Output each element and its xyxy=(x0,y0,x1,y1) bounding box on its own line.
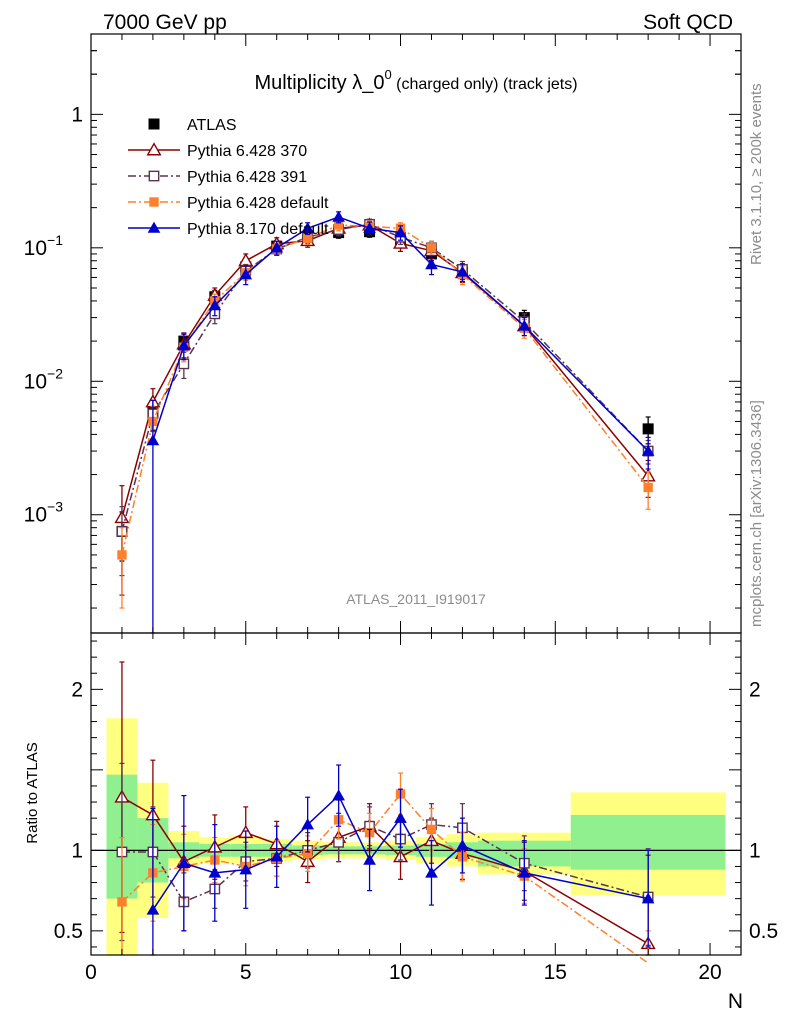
data-point xyxy=(239,863,253,875)
y-tick-base: 10 xyxy=(24,370,47,393)
y-tick-base: 10 xyxy=(24,504,47,527)
main-title-suffix: (charged only) (track jets) xyxy=(392,76,578,93)
x-tick-label: 0 xyxy=(85,961,97,984)
legend-label: Pythia 6.428 391 xyxy=(187,169,307,186)
data-point xyxy=(208,866,222,878)
data-point xyxy=(239,268,253,280)
data-point xyxy=(177,339,191,351)
data-point xyxy=(425,866,438,878)
series-pythia-6-428-370 xyxy=(114,217,656,596)
data-point xyxy=(426,824,437,835)
y-tick-label: 1 xyxy=(71,103,83,126)
data-point xyxy=(426,243,437,253)
main-title: Multiplicity λ_00 (charged only) (track … xyxy=(254,67,577,94)
y-tick-base: 10 xyxy=(24,237,47,260)
header-right-label: Soft QCD xyxy=(643,11,733,34)
data-point xyxy=(518,866,531,878)
data-point xyxy=(177,856,191,868)
data-point xyxy=(332,789,345,801)
data-point xyxy=(456,265,469,277)
rivet-version-label: Rivet 3.1.10, ≥ 200k events xyxy=(748,83,765,265)
data-point xyxy=(208,299,222,311)
data-point xyxy=(302,233,313,243)
data-point xyxy=(146,434,160,446)
legend-item-atlas: ATLAS xyxy=(148,117,237,134)
series-pythia-6-428-391 xyxy=(116,218,654,577)
data-point xyxy=(117,550,127,560)
x-tick-label: 20 xyxy=(698,961,721,984)
data-point xyxy=(518,319,531,331)
plot-frame xyxy=(90,632,742,956)
watermark-label: ATLAS_2011_I919017 xyxy=(346,591,486,607)
data-point xyxy=(642,423,654,435)
legend-item-pythia-6-428-default: Pythia 6.428 default xyxy=(128,195,329,212)
mcplots-label: mcplots.cern.ch [arXiv:1306.3436] xyxy=(748,400,765,627)
data-point xyxy=(643,482,653,493)
header-left-label: 7000 GeV pp xyxy=(103,11,227,34)
y-tick-label-right: 1 xyxy=(749,839,761,862)
legend-item-pythia-6-428-391: Pythia 6.428 391 xyxy=(128,169,307,186)
series-atlas xyxy=(116,226,654,562)
series-pythia-6-428-default xyxy=(117,219,653,609)
x-tick-label: 5 xyxy=(240,961,252,984)
series-line xyxy=(121,224,649,556)
data-point xyxy=(425,258,438,270)
series-line xyxy=(121,796,649,945)
data-point xyxy=(641,892,655,904)
data-point xyxy=(146,903,160,915)
legend-marker xyxy=(148,170,160,182)
series-pythia-8-170-default xyxy=(146,210,655,634)
main-title-superscript: 0 xyxy=(384,67,391,82)
data-point xyxy=(270,850,284,862)
legend-marker xyxy=(149,197,159,207)
legend-marker xyxy=(146,142,162,156)
y-tick-exponent: −3 xyxy=(47,499,63,515)
y-tick-label: 10−3 xyxy=(24,499,64,527)
series-line xyxy=(121,792,649,964)
y-tick-label: 10−2 xyxy=(24,365,64,393)
y-tick-label-right: 0.5 xyxy=(749,920,778,943)
data-point xyxy=(270,241,284,253)
legend: ATLAS Pythia 6.428 370 Pythia 6.428 391 Pyt… xyxy=(128,117,329,238)
y-tick-label: 1 xyxy=(71,839,83,862)
legend-item-pythia-6-428-370: Pythia 6.428 370 xyxy=(128,142,307,160)
data-point xyxy=(394,226,407,238)
data-point xyxy=(117,897,127,907)
main-title-text: Multiplicity λ_0 xyxy=(254,72,384,94)
x-tick-label: 10 xyxy=(389,961,412,984)
legend-label: Pythia 6.428 default xyxy=(187,195,329,212)
y-tick-label: 0.5 xyxy=(54,920,83,943)
data-point xyxy=(301,221,314,234)
series-line xyxy=(152,216,649,452)
ratio-ylabel: Ratio to ATLAS xyxy=(24,742,41,843)
legend-label: Pythia 8.170 default xyxy=(187,221,329,238)
data-point xyxy=(302,848,313,859)
data-point xyxy=(238,253,254,267)
series-line xyxy=(121,223,649,532)
legend-label: Pythia 6.428 370 xyxy=(187,143,307,160)
data-point xyxy=(333,220,344,230)
data-point xyxy=(301,818,314,830)
y-tick-exponent: −1 xyxy=(47,232,63,248)
data-point xyxy=(332,210,345,222)
data-point xyxy=(456,839,469,851)
y-tick-label-right: 2 xyxy=(749,678,761,701)
main-panel: ATLAS_2011_I919017 110−110−210−3 Multipl… xyxy=(24,33,742,634)
data-point xyxy=(394,811,407,823)
y-tick-exponent: −2 xyxy=(47,365,63,381)
data-point xyxy=(363,221,376,234)
legend-label: ATLAS xyxy=(187,117,237,134)
legend-marker xyxy=(147,221,161,233)
x-tick-label: 15 xyxy=(544,961,567,984)
x-axis-label: N xyxy=(728,990,743,1013)
legend-item-pythia-8-170-default: Pythia 8.170 default xyxy=(128,221,329,238)
series-pythia-8-170-default xyxy=(146,764,655,956)
legend-marker xyxy=(148,118,160,130)
y-tick-label: 10−1 xyxy=(24,232,64,260)
y-tick-label: 2 xyxy=(71,678,83,701)
data-point xyxy=(363,853,376,865)
data-point xyxy=(641,444,655,456)
